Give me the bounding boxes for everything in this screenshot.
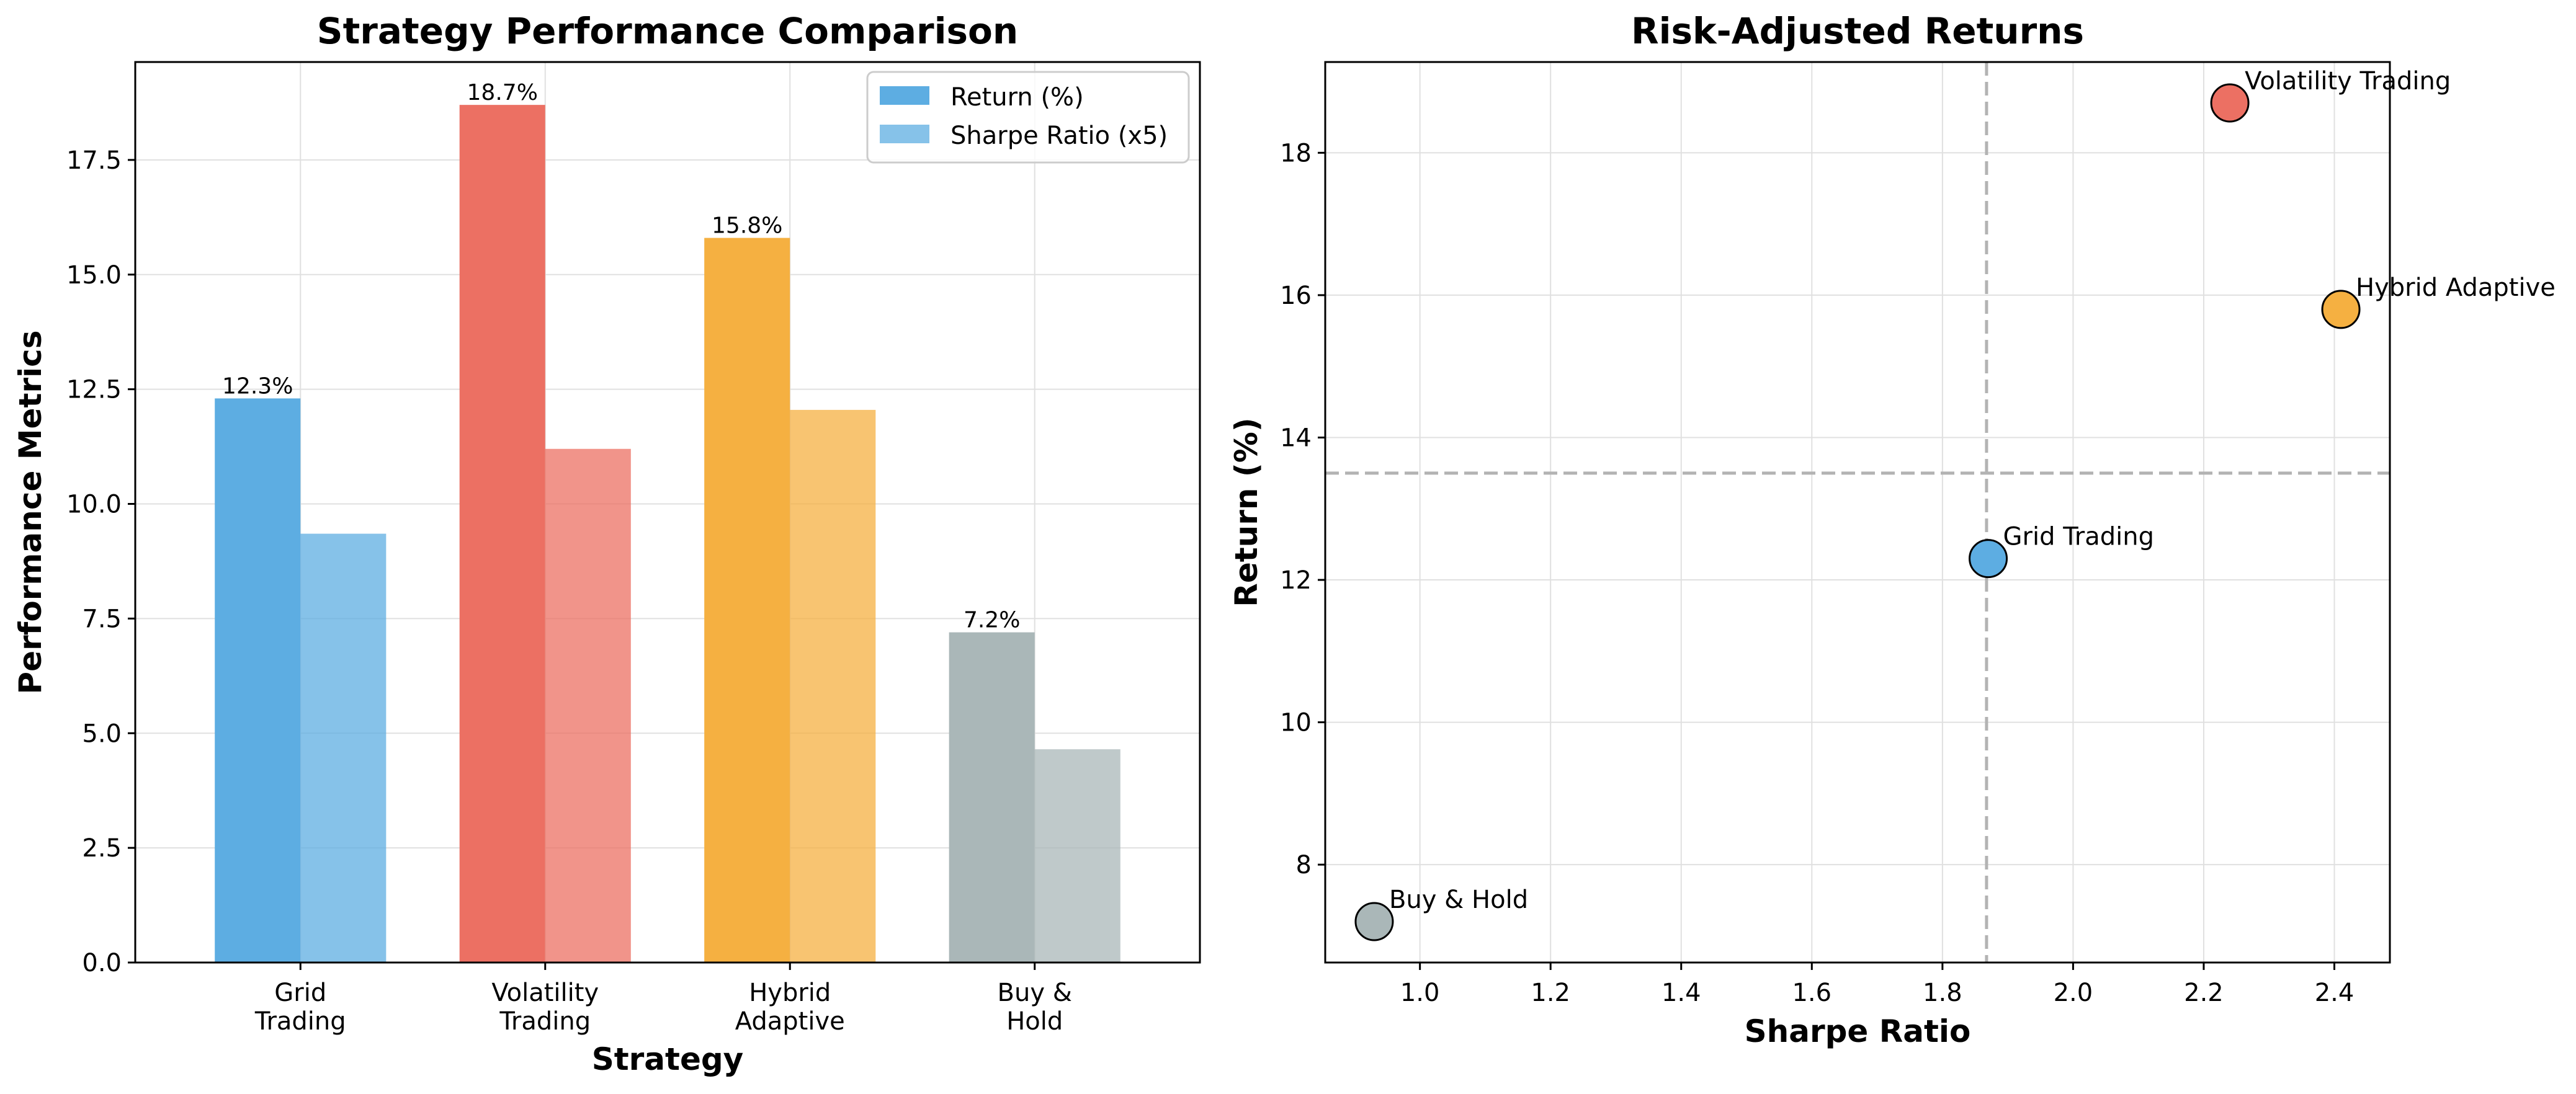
bar-data-label: 12.3%	[222, 373, 293, 399]
scatter-xtick-label: 1.4	[1661, 979, 1701, 1007]
scatter-chart: Risk-Adjusted Returns Grid Trading Volati…	[1228, 10, 2556, 1049]
bar-sharpe-1	[545, 448, 631, 963]
scatter-ytick-label: 12	[1280, 566, 1312, 595]
scatter-point-label: Grid Trading	[2003, 523, 2154, 551]
bar-chart-ytick-label: 0.0	[82, 949, 122, 977]
scatter-chart-plot-frame	[1324, 61, 2391, 964]
scatter-point-label: Volatility Trading	[2245, 67, 2451, 96]
bar-chart-xtick-label: Volatility	[491, 979, 599, 1007]
scatter-ytick-label: 14	[1280, 424, 1312, 452]
scatter-point-label: Buy & Hold	[1389, 886, 1528, 914]
bar-data-label: 7.2%	[964, 608, 1020, 633]
scatter-ytick-label: 16	[1280, 282, 1312, 310]
bar-chart-y-axis-label: Performance Metrics	[12, 330, 48, 694]
scatter-ytick-label: 18	[1280, 139, 1312, 167]
bar-chart-xtick-label: Trading	[254, 1007, 346, 1036]
bar-sharpe-0	[300, 533, 387, 963]
scatter-chart-gridlines	[1325, 62, 2390, 963]
scatter-chart-y-ticks: 8 10 12 14 16 18	[1280, 139, 1325, 879]
bar-data-label: 18.7%	[467, 80, 538, 105]
bar-chart-y-ticks: 0.0 2.5 5.0 7.5 10.0 12.5 15.0 17.5	[66, 146, 135, 977]
bar-chart-ytick-label: 12.5	[66, 376, 122, 404]
bar-chart-xtick-label: Hold	[1006, 1007, 1063, 1036]
bar-chart-ytick-label: 5.0	[82, 719, 122, 748]
legend-frame	[866, 71, 1190, 164]
legend-swatch-return	[880, 86, 929, 105]
bar-chart-xtick-label: Adaptive	[735, 1007, 845, 1036]
scatter-xtick-label: 1.2	[1531, 979, 1570, 1007]
bar-return-0	[215, 398, 301, 963]
scatter-ytick-label: 10	[1280, 709, 1312, 737]
bar-return-3	[949, 632, 1035, 963]
bar-chart-ytick-label: 7.5	[82, 605, 122, 633]
legend-label-sharpe: Sharpe Ratio (x5)	[950, 122, 1168, 150]
bar-sharpe-2	[790, 409, 876, 963]
scatter-point-3	[1354, 902, 1394, 941]
legend-swatch-sharpe	[880, 125, 929, 143]
bar-chart-ytick-label: 2.5	[82, 834, 122, 863]
bar-chart-xtick-label: Buy &	[998, 979, 1072, 1007]
legend-label-return: Return (%)	[950, 83, 1084, 112]
bar-chart: Strategy Performance Comparison 12.3% 18.…	[12, 10, 1201, 1077]
bar-data-label: 15.8%	[712, 213, 782, 239]
scatter-xtick-label: 1.8	[1923, 979, 1962, 1007]
bar-chart-ytick-label: 15.0	[66, 261, 122, 290]
bar-chart-legend: Return (%) Sharpe Ratio (x5)	[866, 71, 1190, 164]
bar-chart-plot-frame	[134, 61, 1201, 964]
scatter-chart-x-axis-label: Sharpe Ratio	[1745, 1013, 1971, 1049]
bar-sharpe-3	[1034, 749, 1120, 963]
bar-return-2	[704, 238, 790, 963]
scatter-xtick-label: 2.2	[2184, 979, 2224, 1007]
scatter-ytick-label: 8	[1296, 851, 1312, 879]
bar-chart-ytick-label: 17.5	[66, 146, 122, 175]
bar-chart-x-ticks: GridTradingVolatilityTradingHybridAdapti…	[254, 963, 1072, 1036]
scatter-point-0	[1969, 539, 2008, 579]
scatter-chart-reference-lines	[1325, 62, 2390, 963]
bar-chart-x-axis-label: Strategy	[592, 1041, 744, 1077]
scatter-xtick-label: 1.0	[1400, 979, 1440, 1007]
scatter-xtick-label: 1.6	[1792, 979, 1831, 1007]
scatter-chart-x-ticks: 1.0 1.2 1.4 1.6 1.8 2.0 2.2 2.4	[1400, 963, 2354, 1007]
scatter-point-1	[2210, 83, 2250, 123]
bar-chart-xtick-label: Trading	[499, 1007, 591, 1036]
scatter-xtick-label: 2.4	[2315, 979, 2355, 1007]
scatter-chart-points	[1354, 83, 2361, 941]
scatter-point-2	[2321, 290, 2361, 329]
scatter-chart-y-axis-label: Return (%)	[1228, 417, 1264, 607]
bar-chart-title: Strategy Performance Comparison	[317, 10, 1018, 52]
bar-chart-bars	[215, 105, 1120, 963]
bar-return-1	[459, 105, 545, 963]
bar-chart-xtick-label: Grid	[274, 979, 326, 1007]
scatter-chart-title: Risk-Adjusted Returns	[1631, 10, 2084, 52]
bar-chart-xtick-label: Hybrid	[749, 979, 831, 1007]
bar-chart-ytick-label: 10.0	[66, 491, 122, 519]
bar-chart-data-labels: 12.3% 18.7% 15.8% 7.2%	[222, 80, 1020, 633]
scatter-xtick-label: 2.0	[2054, 979, 2093, 1007]
scatter-point-label: Hybrid Adaptive	[2356, 274, 2556, 302]
